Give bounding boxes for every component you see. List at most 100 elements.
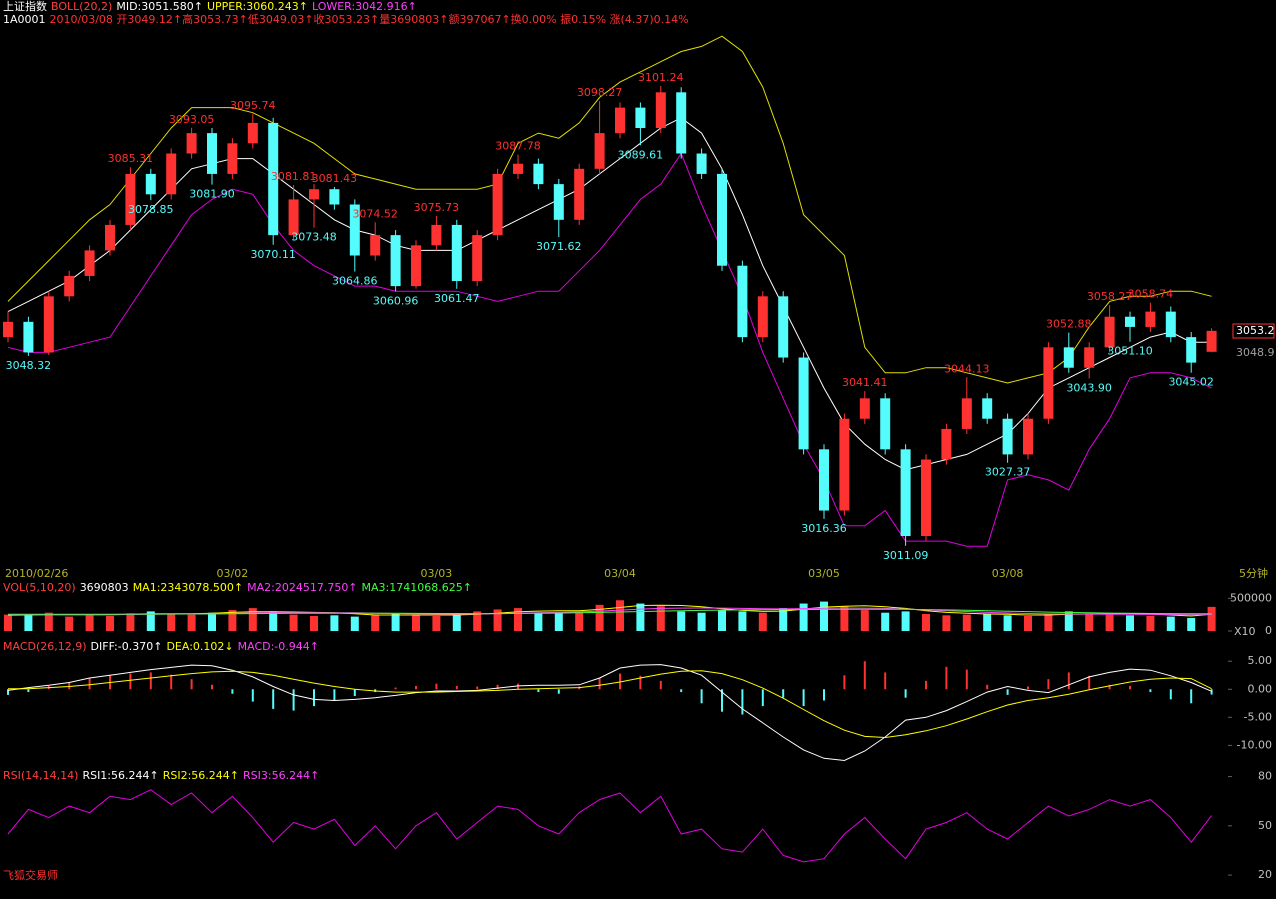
price-tag-box <box>1232 323 1275 339</box>
low-label: 3078.85 <box>128 203 174 216</box>
candle-body <box>513 163 523 174</box>
candle-body <box>207 133 217 174</box>
candle-body <box>1125 316 1135 327</box>
volume-bar <box>350 616 359 631</box>
candle-body <box>166 153 177 195</box>
volume-bar <box>208 612 216 631</box>
candle-body <box>145 173 156 195</box>
high-label: 3041.41 <box>842 376 888 389</box>
legend-item: DIFF:-0.370↑ <box>91 640 163 653</box>
volume-bar <box>840 606 849 631</box>
candle-body <box>778 296 789 358</box>
legend-item: 2010/03/08 开3049.12↑高3053.73↑低3049.03↑收3… <box>50 12 689 26</box>
volume-bar <box>391 614 400 631</box>
volume-bar <box>779 608 788 631</box>
volume-bar <box>514 608 522 631</box>
candle-body <box>553 184 564 220</box>
candle-body <box>23 321 34 353</box>
low-label: 3061.47 <box>434 292 480 305</box>
high-label: 3087.78 <box>495 140 541 153</box>
y-tick-label: 500000 <box>1230 591 1272 604</box>
high-label: 3058.27 <box>1087 290 1133 303</box>
rsi-line <box>7 789 1212 863</box>
volume-bar <box>167 614 176 631</box>
legend-item: 1A0001 <box>3 13 46 26</box>
high-label: 3052.88 <box>1046 318 1092 331</box>
volume-bar <box>575 611 584 631</box>
candle-body <box>84 250 95 276</box>
volume-bar <box>269 611 278 631</box>
legend-item: LOWER:3042.916↑ <box>312 0 417 13</box>
candle-body <box>676 92 687 154</box>
candle-body <box>880 398 891 450</box>
volume-bar <box>146 611 155 631</box>
volume-bar <box>371 614 380 631</box>
candle-body <box>921 459 931 537</box>
candle-body <box>655 92 666 129</box>
macd-line <box>7 664 1212 762</box>
candle-body <box>941 428 952 460</box>
low-label: 3081.90 <box>189 188 235 201</box>
volume-bar <box>534 612 543 631</box>
candle-body <box>533 163 544 185</box>
volume-bar <box>1003 615 1012 631</box>
candle-body <box>309 189 319 200</box>
legend-item: MACD:-0.944↑ <box>238 640 319 653</box>
volume-bar <box>1044 614 1053 631</box>
volume-bar <box>718 610 726 631</box>
volume-ma-line <box>8 608 1212 615</box>
candle-body <box>390 235 401 287</box>
volume-bar <box>412 615 420 631</box>
low-label: 3060.96 <box>373 294 419 307</box>
low-label: 3016.36 <box>801 522 847 535</box>
high-label: 3075.73 <box>414 201 460 214</box>
candle-body <box>798 357 809 450</box>
volume-bar <box>758 612 767 631</box>
candle-body <box>717 173 727 266</box>
volume-bar <box>860 610 869 631</box>
candle-body <box>961 398 972 429</box>
legend-item: BOLL(20,2) <box>51 0 112 13</box>
volume-bar <box>799 603 808 631</box>
y-tick-label: 0 <box>1265 624 1272 637</box>
volume-bar <box>595 604 604 631</box>
legend-item: MACD(26,12,9) <box>3 640 87 653</box>
candle-body <box>64 275 75 297</box>
y-tick-label: -5.00 <box>1244 710 1272 723</box>
y-tick-label: 5.00 <box>1248 654 1273 667</box>
volume-bar <box>554 613 563 631</box>
volume-bar <box>432 615 441 631</box>
volume-bar <box>4 614 12 631</box>
volume-bar <box>1166 616 1175 631</box>
x-tick-label: 03/05 <box>808 567 840 580</box>
candle-body <box>757 296 768 338</box>
volume-bar <box>248 608 257 631</box>
volume-bar <box>85 615 94 631</box>
legend-item: MA2:2024517.750↑ <box>247 581 357 594</box>
y-tick-label: 0.00 <box>1248 682 1273 695</box>
candle-body <box>1023 418 1033 455</box>
volume-bar <box>962 614 971 631</box>
low-label: 3043.90 <box>1066 381 1112 394</box>
low-label: 3051.10 <box>1107 345 1153 358</box>
candle-body <box>615 107 625 134</box>
candle-body <box>349 204 360 256</box>
candle-body <box>1165 311 1176 338</box>
volume-bar <box>901 611 910 631</box>
legend-item: MA3:1741068.625↑ <box>362 581 472 594</box>
volume-bar <box>636 603 645 631</box>
legend-item: 3690803 <box>80 581 129 594</box>
low-label: 3027.37 <box>985 466 1031 479</box>
volume-bar <box>44 612 53 631</box>
candle-body <box>227 143 238 174</box>
candle-body <box>1104 316 1115 348</box>
volume-bar <box>65 616 74 631</box>
legend-item: RSI(14,14,14) <box>3 769 78 782</box>
volume-bar <box>493 609 502 631</box>
y-tick-label: 80 <box>1258 770 1272 783</box>
volume-bar <box>881 612 890 631</box>
volume-bar <box>126 613 135 631</box>
boll-line <box>7 152 1212 547</box>
candle-body <box>1145 311 1156 327</box>
candle-body <box>431 224 442 246</box>
